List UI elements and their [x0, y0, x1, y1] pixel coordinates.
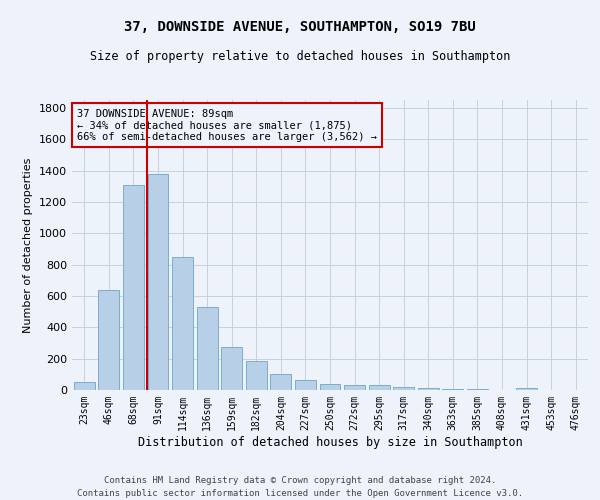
Bar — [320, 384, 340, 390]
Text: 37, DOWNSIDE AVENUE, SOUTHAMPTON, SO19 7BU: 37, DOWNSIDE AVENUE, SOUTHAMPTON, SO19 7… — [124, 20, 476, 34]
Bar — [271, 374, 292, 390]
Bar — [221, 347, 242, 390]
Text: 37 DOWNSIDE AVENUE: 89sqm
← 34% of detached houses are smaller (1,875)
66% of se: 37 DOWNSIDE AVENUE: 89sqm ← 34% of detac… — [77, 108, 377, 142]
Bar — [197, 307, 218, 390]
Bar — [246, 361, 267, 390]
Text: Distribution of detached houses by size in Southampton: Distribution of detached houses by size … — [137, 436, 523, 449]
Text: Contains public sector information licensed under the Open Government Licence v3: Contains public sector information licen… — [77, 488, 523, 498]
Bar — [418, 388, 439, 390]
Bar — [98, 290, 119, 390]
Bar — [516, 388, 537, 390]
Y-axis label: Number of detached properties: Number of detached properties — [23, 158, 34, 332]
Bar — [344, 384, 365, 390]
Bar — [74, 382, 95, 390]
Bar — [148, 174, 169, 390]
Bar — [295, 380, 316, 390]
Bar — [393, 387, 414, 390]
Bar — [123, 184, 144, 390]
Bar — [467, 389, 488, 390]
Bar — [368, 386, 389, 390]
Bar — [172, 257, 193, 390]
Text: Contains HM Land Registry data © Crown copyright and database right 2024.: Contains HM Land Registry data © Crown c… — [104, 476, 496, 485]
Bar — [442, 388, 463, 390]
Text: Size of property relative to detached houses in Southampton: Size of property relative to detached ho… — [90, 50, 510, 63]
